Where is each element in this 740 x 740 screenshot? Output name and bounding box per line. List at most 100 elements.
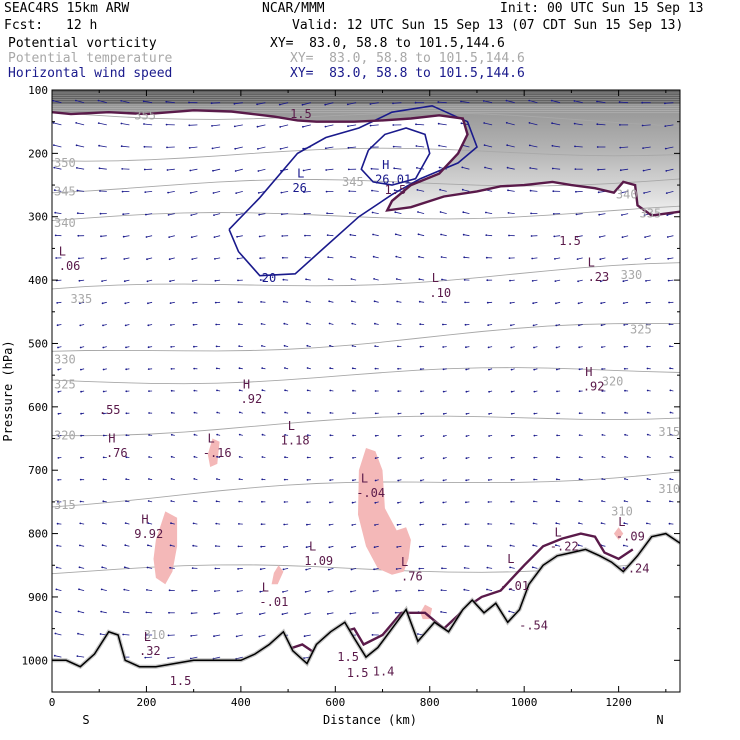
- wind-vector: [441, 234, 447, 237]
- wind-vector: [259, 213, 266, 216]
- wind-vector-head: [238, 367, 241, 370]
- wind-vector-head: [352, 434, 354, 437]
- wind-vector-head: [143, 168, 146, 171]
- wind-vector-head: [664, 147, 667, 150]
- wind-vector-head: [508, 257, 511, 259]
- wind-vector-head: [509, 566, 511, 569]
- wind-vector-head: [578, 324, 580, 327]
- wind-vector-head: [166, 169, 169, 171]
- wind-vector-head: [488, 457, 490, 459]
- wind-vector-head: [578, 434, 581, 436]
- wind-vector-head: [148, 412, 151, 414]
- wind-vector-head: [144, 656, 147, 659]
- wind-vector: [236, 213, 243, 216]
- wind-vector-head: [170, 433, 173, 436]
- wind-vector-head: [191, 280, 194, 282]
- wind-vector-head: [306, 389, 309, 392]
- wind-vector-head: [193, 345, 195, 348]
- wind-vector-head: [56, 324, 59, 327]
- wind-vector-head: [438, 166, 441, 169]
- terrain-surface: [52, 532, 680, 668]
- wind-vector-head: [556, 412, 558, 415]
- wind-vector-head: [553, 235, 556, 238]
- wind-vector-head: [188, 124, 191, 127]
- wind-vector-head: [420, 457, 422, 460]
- wind-vector-head: [646, 367, 649, 370]
- wind-vector: [438, 123, 447, 126]
- pv-label: -.01: [500, 579, 529, 593]
- wind-vector-head: [57, 457, 60, 459]
- wind-vector: [417, 189, 425, 192]
- wind-vector-head: [125, 368, 128, 371]
- wind-vector-head: [555, 544, 557, 547]
- wind-vector: [303, 168, 311, 171]
- wind-vector-head: [54, 211, 57, 214]
- wind-vector-head: [532, 544, 535, 547]
- wind-vector: [484, 144, 493, 148]
- wind-vector-head: [54, 234, 57, 237]
- pv-label: H: [243, 378, 250, 392]
- x-axis-label: Distance (km): [323, 713, 417, 727]
- wind-vector-head: [325, 190, 328, 193]
- wind-vector-head: [461, 166, 464, 169]
- wind-vector-head: [533, 368, 536, 371]
- wind-vector: [146, 235, 153, 238]
- pv-label: .32: [139, 644, 161, 658]
- wind-vector: [642, 124, 651, 126]
- wind-speed-label: 26: [292, 181, 306, 195]
- wind-vector-head: [374, 390, 377, 392]
- wind-vector: [530, 167, 538, 170]
- pv-label: H: [585, 365, 592, 379]
- wind-vector-head: [56, 302, 59, 304]
- wind-vector-head: [256, 103, 258, 106]
- wind-vector-head: [120, 145, 123, 148]
- wind-vector-head: [555, 346, 558, 349]
- wind-vector-head: [53, 166, 56, 169]
- wind-vector-head: [257, 192, 260, 194]
- wind-vector-head: [420, 435, 422, 437]
- y-tick-label: 600: [28, 401, 48, 414]
- wind-vector-head: [146, 589, 148, 591]
- wind-vector-head: [374, 524, 376, 526]
- wind-vector-head: [212, 169, 214, 172]
- wind-vector: [348, 146, 357, 149]
- wind-vector: [529, 122, 538, 126]
- wind-vector-head: [327, 256, 330, 258]
- pv-label: H: [141, 513, 148, 527]
- pv-contour-1p5: [52, 109, 680, 217]
- wind-vector-head: [213, 236, 216, 239]
- wind-vector: [395, 233, 402, 237]
- x-axis-end-south: S: [82, 713, 89, 727]
- wind-vector-head: [77, 632, 79, 635]
- wind-vector-head: [238, 433, 241, 436]
- pv-label: L: [618, 515, 625, 529]
- wind-vector: [191, 612, 198, 614]
- pv-anomaly-region: [271, 565, 284, 585]
- wind-vector-head: [123, 258, 126, 260]
- isentrope-label: 335: [640, 207, 662, 221]
- wind-vector-head: [578, 522, 580, 524]
- wind-vector-head: [283, 478, 286, 481]
- wind-vector-head: [482, 100, 485, 102]
- wind-vector-head: [393, 167, 396, 170]
- wind-vector-head: [532, 522, 535, 525]
- wind-vector-head: [169, 566, 172, 569]
- wind-vector-head: [76, 655, 79, 657]
- pv-label: .06: [59, 259, 81, 273]
- wind-vector-head: [439, 211, 442, 213]
- wind-vector-head: [667, 279, 670, 282]
- wind-vector-head: [464, 523, 467, 526]
- wind-vector-head: [238, 500, 241, 503]
- wind-vector: [53, 122, 62, 126]
- y-tick-label: 200: [28, 147, 48, 160]
- wind-vector: [395, 211, 402, 214]
- wind-vector-head: [488, 435, 490, 437]
- wind-vector: [350, 234, 357, 237]
- wind-vector-head: [373, 568, 375, 571]
- wind-vector-head: [281, 235, 284, 237]
- wind-vector-head: [442, 346, 445, 348]
- wind-vector-head: [552, 213, 555, 215]
- wind-vector-head: [145, 611, 148, 614]
- wind-vector-head: [623, 367, 626, 370]
- wind-vector-head: [393, 189, 396, 192]
